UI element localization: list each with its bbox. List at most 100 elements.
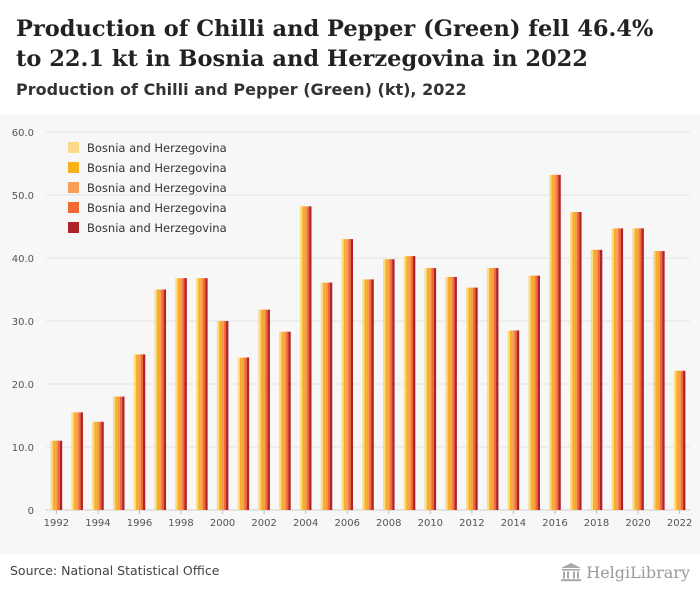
bar-2001-s2 — [239, 357, 243, 510]
bar-2018-s3 — [595, 249, 598, 510]
x-tick-label: 2018 — [584, 518, 609, 529]
bar-2017-s4 — [576, 212, 580, 510]
bar-2006-s5 — [350, 239, 354, 510]
bar-2012-s4 — [473, 287, 476, 510]
bar-2002-s1 — [258, 309, 261, 510]
bar-2003-s5 — [288, 331, 291, 510]
legend-label: Bosnia and Herzegovina — [87, 221, 227, 235]
bar-2016-s2 — [551, 174, 554, 510]
chart-title: Production of Chilli and Pepper (Green) … — [16, 16, 654, 72]
bar-1994-s5 — [101, 421, 104, 510]
x-tick-label: 2022 — [667, 518, 692, 529]
bar-2017-s3 — [574, 212, 577, 510]
bar-1999-s3 — [200, 278, 204, 510]
bar-2022-s5 — [683, 370, 686, 510]
bar-2012-s2 — [468, 287, 471, 510]
bar-1992-s3 — [55, 440, 58, 510]
bar-1992-s5 — [59, 440, 63, 510]
bar-2009-s1 — [403, 256, 407, 510]
bar-2006-s3 — [346, 239, 349, 510]
bar-1994-s1 — [92, 421, 95, 510]
bar-2009-s5 — [412, 256, 416, 510]
bar-2019-s2 — [613, 228, 617, 510]
bar-2005-s2 — [323, 282, 326, 510]
y-tick-label: 40.0 — [12, 254, 34, 265]
bar-2015-s5 — [537, 275, 540, 510]
bar-2000-s4 — [223, 321, 227, 510]
bar-1997-s5 — [163, 289, 167, 510]
bar-1995-s2 — [115, 396, 118, 510]
bar-2013-s5 — [496, 268, 499, 510]
bar-2000-s2 — [219, 321, 222, 510]
bar-1996-s2 — [136, 354, 139, 510]
bar-2007-s2 — [364, 279, 367, 510]
bar-2020-s4 — [639, 228, 642, 510]
bar-1998-s3 — [179, 278, 183, 510]
bar-2021-s1 — [653, 251, 656, 510]
bar-2013-s1 — [486, 268, 490, 510]
bar-2020-s3 — [636, 228, 640, 510]
bar-1996-s5 — [142, 354, 146, 510]
bar-2004-s2 — [302, 206, 305, 510]
bar-2002-s2 — [260, 309, 264, 510]
bar-2010-s4 — [431, 268, 434, 510]
x-tick-label: 2016 — [542, 518, 567, 529]
bar-2001-s1 — [237, 357, 240, 510]
bar-2009-s2 — [406, 256, 409, 510]
bar-1997-s3 — [159, 289, 162, 510]
bar-2017-s2 — [572, 212, 575, 510]
bar-2000-s5 — [226, 321, 229, 510]
bar-2002-s3 — [262, 309, 266, 510]
x-tick-label: 2002 — [251, 518, 276, 529]
bar-1992-s2 — [52, 440, 56, 510]
bar-2005-s5 — [329, 282, 333, 510]
bar-2009-s4 — [410, 256, 414, 510]
x-tick-label: 2012 — [459, 518, 484, 529]
chart-header: Production of Chilli and Pepper (Green) … — [0, 0, 700, 114]
legend-label: Bosnia and Herzegovina — [87, 141, 227, 155]
bar-2016-s5 — [558, 174, 561, 510]
bar-1993-s1 — [71, 412, 74, 510]
bar-1999-s5 — [205, 278, 208, 510]
bar-2005-s1 — [320, 282, 324, 510]
bar-2008-s1 — [383, 259, 386, 510]
legend-label: Bosnia and Herzegovina — [87, 201, 227, 215]
bar-1994-s4 — [99, 421, 102, 510]
bar-2021-s4 — [659, 251, 663, 510]
bar-2014-s4 — [514, 330, 517, 510]
bar-1996-s4 — [140, 354, 143, 510]
bar-2013-s4 — [493, 268, 497, 510]
bar-2022-s2 — [676, 370, 679, 510]
bar-1992-s1 — [50, 440, 53, 510]
bar-2010-s3 — [429, 268, 432, 510]
bar-1999-s2 — [198, 278, 201, 510]
bar-1999-s4 — [202, 278, 206, 510]
bar-2019-s1 — [611, 228, 614, 510]
bar-1998-s4 — [182, 278, 185, 510]
x-tick-label: 2010 — [418, 518, 443, 529]
bar-2008-s3 — [387, 259, 390, 510]
bar-2014-s1 — [507, 330, 511, 510]
bar-1997-s4 — [161, 289, 164, 510]
logo-text: HelgiLibrary — [586, 562, 690, 582]
bar-2010-s2 — [426, 268, 430, 510]
bar-2013-s3 — [491, 268, 494, 510]
bar-1998-s2 — [177, 278, 180, 510]
bar-2004-s5 — [309, 206, 312, 510]
bar-2018-s2 — [593, 249, 596, 510]
bar-2015-s4 — [535, 275, 538, 510]
y-tick-label: 20.0 — [12, 380, 34, 391]
bar-2015-s1 — [528, 275, 531, 510]
legend-swatch — [68, 182, 79, 193]
helgilibrary-logo: HelgiLibrary — [560, 560, 690, 584]
bar-2022-s1 — [673, 370, 677, 510]
bar-2017-s5 — [579, 212, 582, 510]
y-tick-label: 10.0 — [12, 443, 34, 454]
bar-1998-s1 — [175, 278, 178, 510]
legend-label: Bosnia and Herzegovina — [87, 181, 227, 195]
bar-2011-s5 — [454, 276, 457, 510]
bar-1996-s3 — [138, 354, 141, 510]
x-tick-label: 1992 — [44, 518, 69, 529]
bar-2007-s3 — [366, 279, 370, 510]
bar-1995-s1 — [112, 396, 116, 510]
